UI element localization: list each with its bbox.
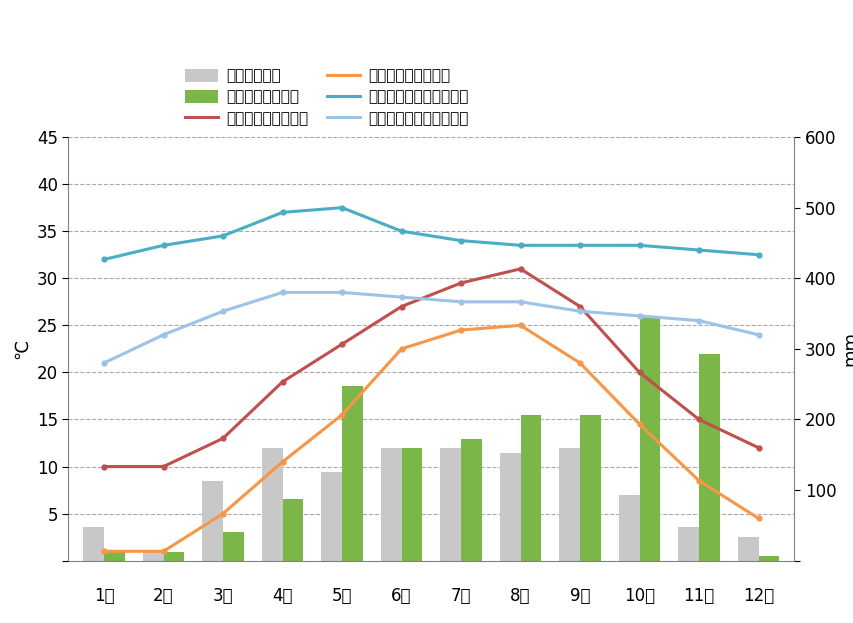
Bar: [461, 439, 481, 561]
Bar: [223, 533, 244, 561]
Bar: [401, 448, 422, 561]
Bar: [737, 538, 757, 561]
Bar: [499, 453, 520, 561]
Bar: [579, 414, 601, 561]
Bar: [142, 551, 163, 561]
Bar: [639, 316, 659, 561]
Bar: [104, 551, 125, 561]
Text: 7月: 7月: [450, 587, 471, 605]
Text: 10月: 10月: [624, 587, 654, 605]
Bar: [261, 448, 282, 561]
Bar: [380, 448, 401, 561]
Bar: [282, 499, 303, 561]
Y-axis label: mm: mm: [841, 331, 853, 366]
Bar: [520, 414, 541, 561]
Text: 4月: 4月: [272, 587, 293, 605]
Text: 9月: 9月: [569, 587, 589, 605]
Text: 11月: 11月: [682, 587, 714, 605]
Bar: [321, 472, 341, 561]
Text: 1月: 1月: [94, 587, 114, 605]
Bar: [618, 495, 639, 561]
Text: 6月: 6月: [391, 587, 411, 605]
Text: 12月: 12月: [742, 587, 773, 605]
Bar: [757, 556, 779, 561]
Bar: [439, 448, 461, 561]
Text: 5月: 5月: [331, 587, 351, 605]
Text: 8月: 8月: [510, 587, 531, 605]
Bar: [677, 527, 699, 561]
Bar: [202, 481, 223, 561]
Bar: [163, 551, 184, 561]
Legend: 東京の降水量, バンコクの降水量, 東京の平均最高気温, 東京の平均最低気温, バンコクの平均最高気温, バンコクの平均最低気温: 東京の降水量, バンコクの降水量, 東京の平均最高気温, 東京の平均最低気温, …: [184, 69, 467, 126]
Bar: [699, 354, 719, 561]
Bar: [341, 386, 363, 561]
Text: 2月: 2月: [153, 587, 174, 605]
Y-axis label: ℃: ℃: [13, 339, 32, 359]
Text: 3月: 3月: [212, 587, 233, 605]
Bar: [559, 448, 579, 561]
Bar: [83, 527, 104, 561]
